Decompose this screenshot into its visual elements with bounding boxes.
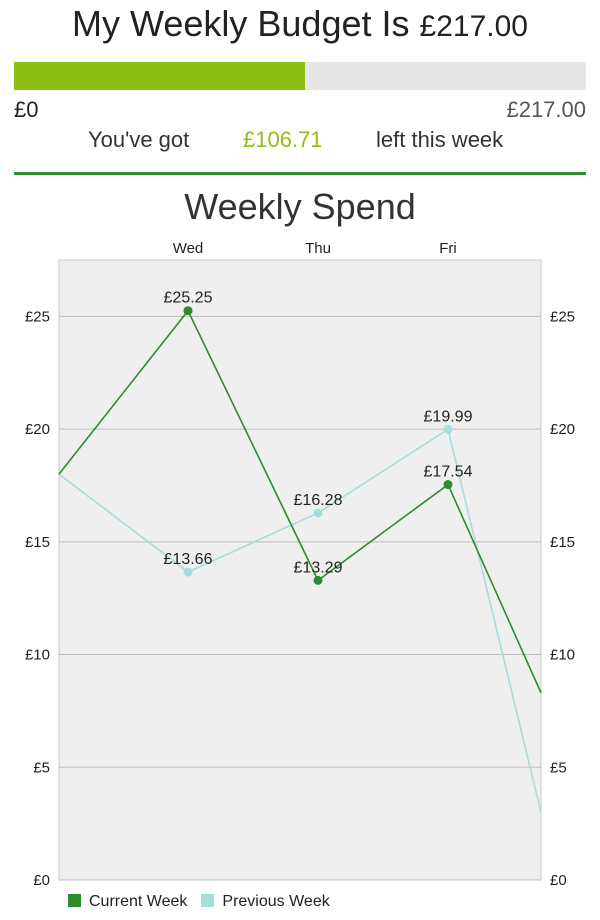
legend-label: Current Week	[89, 893, 188, 910]
data-label: £13.29	[294, 559, 343, 576]
data-label: £25.25	[164, 290, 213, 307]
y-tick-label-right: £10	[550, 647, 575, 664]
data-label: £19.99	[424, 408, 473, 425]
data-point	[443, 480, 453, 490]
y-tick-label-right: £0	[550, 872, 567, 889]
data-label: £13.66	[164, 551, 213, 568]
title-prefix: My Weekly Budget Is	[72, 3, 410, 44]
y-tick-label-left: £5	[33, 759, 50, 776]
y-tick-label-left: £25	[25, 308, 50, 325]
y-tick-label-right: £15	[550, 534, 575, 551]
chart-title: Weekly Spend	[184, 186, 416, 227]
data-point	[183, 306, 193, 316]
y-tick-label-right: £5	[550, 759, 567, 776]
remaining-amount: £106.71	[243, 127, 323, 152]
data-point	[313, 508, 323, 518]
data-label: £16.28	[294, 492, 343, 509]
y-tick-label-left: £15	[25, 534, 50, 551]
remaining-summary: You've got £106.71 left this week	[0, 127, 600, 157]
y-tick-label-left: £0	[33, 872, 50, 889]
y-tick-label-left: £10	[25, 647, 50, 664]
legend-item: Previous Week	[201, 893, 330, 911]
x-tick-label: Thu	[305, 240, 331, 257]
page-title: My Weekly Budget Is £217.00	[0, 2, 600, 49]
x-tick-label: Fri	[439, 240, 457, 257]
plot-area	[58, 259, 542, 881]
y-tick-label-left: £20	[25, 421, 50, 438]
budget-progress-fill	[14, 62, 305, 90]
y-tick-label-right: £20	[550, 421, 575, 438]
remaining-prefix: You've got	[88, 127, 190, 152]
budget-progress-bar	[14, 62, 586, 90]
data-point	[183, 567, 193, 577]
progress-max-label: £217.00	[506, 97, 586, 122]
y-tick-label-right: £25	[550, 308, 575, 325]
legend-label: Previous Week	[222, 893, 330, 910]
remaining-suffix: left this week	[376, 127, 504, 152]
data-point	[313, 575, 323, 585]
section-divider	[14, 172, 586, 175]
data-label: £17.54	[424, 464, 473, 481]
legend-swatch	[68, 894, 81, 907]
legend-swatch	[201, 894, 215, 907]
progress-min-label: £0	[14, 97, 39, 122]
legend-item: Current Week	[68, 893, 187, 911]
budget-amount: £217.00	[419, 10, 528, 43]
data-point	[443, 424, 453, 434]
x-tick-label: Wed	[173, 240, 204, 257]
chart-legend: Current Week Previous Week	[68, 893, 344, 911]
